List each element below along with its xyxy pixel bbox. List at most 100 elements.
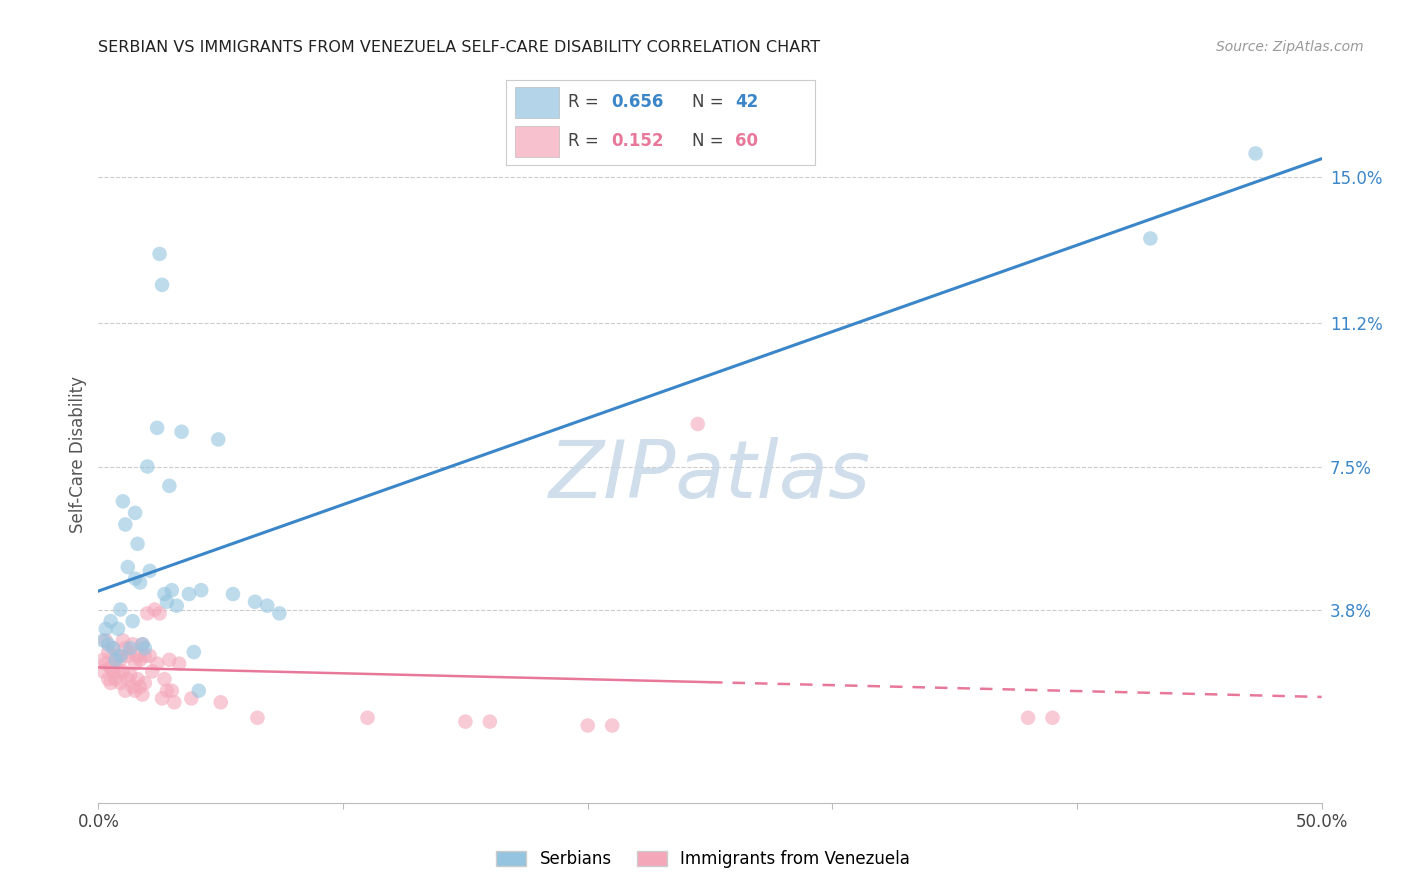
Point bbox=[686, 417, 709, 431]
Point bbox=[141, 665, 163, 679]
Point bbox=[146, 657, 169, 671]
Point bbox=[149, 607, 172, 621]
Point bbox=[160, 583, 183, 598]
Point bbox=[1017, 711, 1039, 725]
Point bbox=[576, 718, 599, 732]
FancyBboxPatch shape bbox=[516, 87, 558, 118]
Legend: Serbians, Immigrants from Venezuela: Serbians, Immigrants from Venezuela bbox=[489, 844, 917, 875]
Point bbox=[209, 695, 232, 709]
Point bbox=[94, 657, 117, 671]
Point bbox=[183, 645, 205, 659]
Point bbox=[600, 718, 623, 732]
Point bbox=[124, 683, 146, 698]
Point bbox=[117, 560, 139, 574]
Point bbox=[94, 622, 117, 636]
Point bbox=[124, 572, 146, 586]
Point bbox=[269, 607, 291, 621]
Point bbox=[127, 672, 149, 686]
Point bbox=[222, 587, 245, 601]
Point bbox=[1139, 231, 1161, 245]
Point bbox=[110, 676, 132, 690]
Point bbox=[243, 595, 266, 609]
Point bbox=[100, 660, 122, 674]
Point bbox=[157, 653, 180, 667]
Y-axis label: Self-Care Disability: Self-Care Disability bbox=[69, 376, 87, 533]
Point bbox=[97, 645, 120, 659]
Point bbox=[136, 607, 159, 621]
Point bbox=[170, 425, 193, 439]
Point bbox=[107, 648, 129, 663]
Point bbox=[129, 575, 152, 590]
Point bbox=[153, 672, 176, 686]
Point bbox=[207, 433, 229, 447]
Point bbox=[120, 641, 142, 656]
Point bbox=[120, 668, 142, 682]
Point bbox=[104, 653, 127, 667]
Text: R =: R = bbox=[568, 132, 605, 150]
Text: N =: N = bbox=[692, 94, 728, 112]
Point bbox=[157, 479, 180, 493]
Point bbox=[153, 587, 176, 601]
Point bbox=[136, 459, 159, 474]
Point bbox=[117, 648, 139, 663]
Point bbox=[117, 672, 139, 686]
Point bbox=[97, 637, 120, 651]
Point bbox=[110, 653, 132, 667]
Point bbox=[94, 633, 117, 648]
Point bbox=[121, 637, 143, 651]
Point bbox=[454, 714, 477, 729]
Text: N =: N = bbox=[692, 132, 728, 150]
Point bbox=[110, 602, 132, 616]
Text: 0.152: 0.152 bbox=[612, 132, 664, 150]
Point bbox=[127, 537, 149, 551]
Point bbox=[124, 657, 146, 671]
Point bbox=[121, 614, 143, 628]
Point bbox=[177, 587, 200, 601]
Point bbox=[104, 672, 127, 686]
Point bbox=[166, 599, 188, 613]
Point bbox=[156, 683, 179, 698]
Point bbox=[107, 665, 129, 679]
Point bbox=[111, 633, 134, 648]
Text: 0.656: 0.656 bbox=[612, 94, 664, 112]
Text: 60: 60 bbox=[735, 132, 758, 150]
Point bbox=[150, 691, 173, 706]
Point bbox=[104, 653, 127, 667]
Point bbox=[356, 711, 378, 725]
Point bbox=[160, 683, 183, 698]
Text: 42: 42 bbox=[735, 94, 758, 112]
Point bbox=[101, 665, 124, 679]
Point bbox=[163, 695, 186, 709]
Point bbox=[134, 676, 156, 690]
Point bbox=[167, 657, 190, 671]
Point bbox=[129, 653, 152, 667]
Point bbox=[101, 641, 124, 656]
Point bbox=[143, 602, 166, 616]
Point bbox=[127, 648, 149, 663]
Point bbox=[107, 622, 129, 636]
Text: Source: ZipAtlas.com: Source: ZipAtlas.com bbox=[1216, 40, 1364, 54]
Point bbox=[114, 641, 136, 656]
Text: ZIPatlas: ZIPatlas bbox=[548, 437, 872, 515]
Point bbox=[180, 691, 202, 706]
Point bbox=[97, 672, 120, 686]
Point bbox=[139, 648, 162, 663]
Point bbox=[150, 277, 173, 292]
Point bbox=[149, 247, 172, 261]
Point bbox=[1244, 146, 1267, 161]
Point bbox=[91, 633, 114, 648]
Point bbox=[131, 688, 153, 702]
Point bbox=[101, 641, 124, 656]
Text: R =: R = bbox=[568, 94, 605, 112]
Point bbox=[134, 641, 156, 656]
Point bbox=[187, 683, 209, 698]
FancyBboxPatch shape bbox=[516, 126, 558, 157]
Point bbox=[139, 564, 162, 578]
Point bbox=[100, 614, 122, 628]
Point bbox=[131, 637, 153, 651]
Point bbox=[121, 680, 143, 694]
Point bbox=[120, 645, 142, 659]
Point bbox=[129, 680, 152, 694]
Point bbox=[114, 517, 136, 532]
Point bbox=[114, 683, 136, 698]
